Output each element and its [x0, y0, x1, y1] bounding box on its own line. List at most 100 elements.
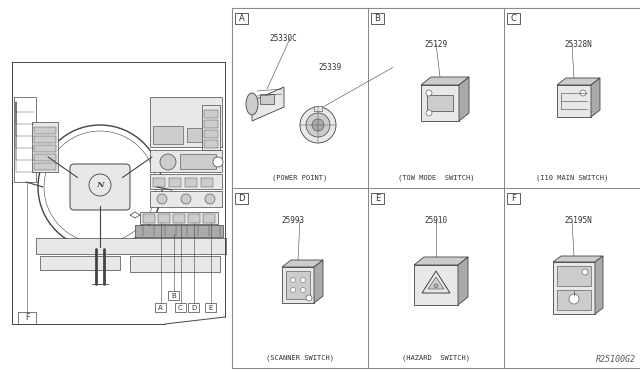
Bar — [173, 214, 185, 223]
Circle shape — [569, 294, 579, 304]
Bar — [175, 303, 186, 312]
Text: B: B — [171, 292, 176, 298]
Circle shape — [312, 119, 324, 131]
Bar — [18, 312, 36, 324]
Polygon shape — [282, 267, 314, 303]
Bar — [371, 193, 384, 204]
Bar — [204, 130, 218, 138]
Text: E: E — [375, 194, 380, 203]
Bar — [507, 13, 520, 24]
Text: 25910: 25910 — [424, 216, 447, 225]
Bar — [153, 178, 165, 187]
Polygon shape — [595, 256, 603, 314]
Text: 25339: 25339 — [318, 63, 342, 72]
Bar — [260, 94, 274, 104]
Polygon shape — [422, 271, 450, 293]
Polygon shape — [252, 87, 284, 121]
Bar — [235, 13, 248, 24]
Bar — [235, 193, 248, 204]
Bar — [202, 105, 220, 150]
Text: R25100G2: R25100G2 — [596, 355, 636, 364]
Bar — [135, 225, 223, 237]
Circle shape — [181, 194, 191, 204]
Text: 25129: 25129 — [424, 39, 447, 48]
Bar — [314, 106, 322, 111]
Bar — [504, 188, 640, 368]
Bar — [204, 110, 218, 118]
Text: 25328N: 25328N — [565, 39, 593, 48]
Bar — [232, 188, 368, 368]
Bar — [201, 178, 213, 187]
Bar — [188, 303, 199, 312]
Bar — [34, 154, 56, 161]
Circle shape — [300, 107, 336, 143]
Bar — [140, 212, 218, 224]
Text: B: B — [374, 14, 380, 23]
Text: (TOW MODE  SWITCH): (TOW MODE SWITCH) — [397, 175, 474, 181]
Circle shape — [580, 90, 586, 96]
Bar — [36, 238, 226, 254]
Text: (SCANNER SWITCH): (SCANNER SWITCH) — [266, 355, 334, 361]
Text: C: C — [511, 14, 516, 23]
Circle shape — [306, 295, 312, 301]
Circle shape — [301, 278, 305, 282]
Bar — [0, 0, 232, 372]
Bar — [232, 8, 368, 188]
Polygon shape — [458, 257, 468, 305]
Text: D: D — [238, 194, 244, 203]
Polygon shape — [557, 85, 591, 117]
Bar — [205, 303, 216, 312]
Bar — [204, 120, 218, 128]
Circle shape — [306, 113, 330, 137]
Polygon shape — [553, 262, 595, 314]
Polygon shape — [282, 260, 323, 267]
Circle shape — [301, 288, 305, 292]
Bar — [34, 127, 56, 134]
Text: A: A — [239, 14, 244, 23]
Polygon shape — [314, 260, 323, 303]
Circle shape — [426, 90, 432, 96]
Bar — [14, 97, 36, 182]
Bar — [34, 136, 56, 143]
Bar — [368, 188, 504, 368]
Text: N: N — [96, 181, 104, 189]
Text: 25330C: 25330C — [270, 34, 298, 43]
Bar — [150, 150, 222, 172]
Bar — [180, 154, 216, 169]
Circle shape — [160, 154, 176, 170]
Bar — [32, 122, 58, 172]
Polygon shape — [421, 77, 469, 85]
Bar — [368, 8, 504, 188]
Polygon shape — [428, 277, 444, 289]
Text: F: F — [511, 194, 516, 203]
Bar — [371, 13, 384, 24]
Polygon shape — [553, 256, 603, 262]
Bar — [34, 163, 56, 170]
Bar — [286, 271, 310, 299]
Bar — [557, 290, 591, 310]
Bar — [187, 128, 215, 142]
Bar — [168, 291, 179, 300]
Circle shape — [213, 157, 223, 167]
Text: E: E — [208, 305, 212, 311]
Bar — [427, 95, 453, 111]
Bar — [507, 193, 520, 204]
Bar — [188, 214, 200, 223]
Circle shape — [291, 288, 296, 292]
Polygon shape — [557, 78, 600, 85]
Bar — [557, 266, 591, 286]
Polygon shape — [421, 85, 459, 121]
Bar — [232, 8, 640, 368]
Bar — [150, 97, 222, 147]
Ellipse shape — [246, 93, 258, 115]
Text: (HAZARD  SWITCH): (HAZARD SWITCH) — [402, 355, 470, 361]
Polygon shape — [459, 77, 469, 121]
Text: 25993: 25993 — [282, 216, 305, 225]
Text: (POWER POINT): (POWER POINT) — [273, 175, 328, 181]
Text: F: F — [25, 314, 29, 323]
Bar — [504, 8, 640, 188]
Bar — [150, 191, 222, 207]
Text: (I10 MAIN SWITCH): (I10 MAIN SWITCH) — [536, 175, 608, 181]
Bar — [34, 145, 56, 152]
Polygon shape — [591, 78, 600, 117]
